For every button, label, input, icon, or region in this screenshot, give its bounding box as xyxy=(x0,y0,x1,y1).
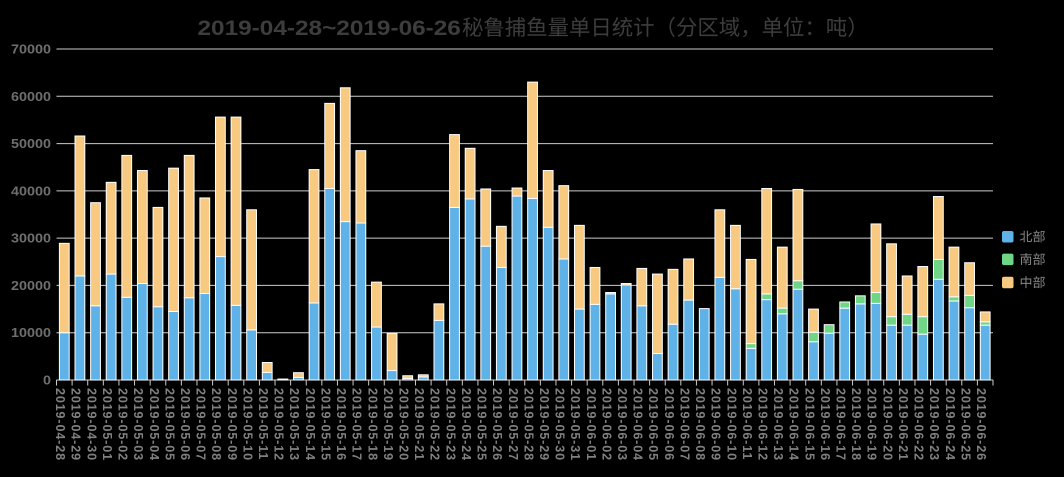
svg-text:2019-05-10: 2019-05-10 xyxy=(240,388,254,461)
svg-text:2019-06-20: 2019-06-20 xyxy=(880,388,894,461)
svg-text:2019-05-18: 2019-05-18 xyxy=(365,388,379,461)
svg-text:2019-05-04: 2019-05-04 xyxy=(147,388,161,461)
svg-text:2019-05-23: 2019-05-23 xyxy=(443,388,457,461)
svg-text:2019-05-24: 2019-05-24 xyxy=(459,388,473,461)
svg-text:2019-06-06: 2019-06-06 xyxy=(662,388,676,461)
svg-text:60000: 60000 xyxy=(11,90,51,104)
svg-text:2019-06-12: 2019-06-12 xyxy=(755,388,769,461)
svg-text:10000: 10000 xyxy=(11,326,51,340)
svg-text:2019-05-21: 2019-05-21 xyxy=(412,388,426,461)
svg-text:2019-05-09: 2019-05-09 xyxy=(225,388,239,461)
svg-text:2019-05-11: 2019-05-11 xyxy=(256,388,270,460)
svg-text:2019-05-06: 2019-05-06 xyxy=(178,388,192,461)
svg-text:2019-05-12: 2019-05-12 xyxy=(272,388,286,461)
svg-text:2019-05-02: 2019-05-02 xyxy=(116,388,130,461)
svg-text:2019-06-05: 2019-06-05 xyxy=(646,388,660,461)
svg-text:2019-05-16: 2019-05-16 xyxy=(334,388,348,461)
svg-text:2019-06-21: 2019-06-21 xyxy=(896,388,910,461)
svg-text:2019-05-14: 2019-05-14 xyxy=(303,388,317,461)
svg-text:2019-06-10: 2019-06-10 xyxy=(724,388,738,461)
svg-text:2019-06-09: 2019-06-09 xyxy=(709,388,723,461)
svg-text:2019-06-15: 2019-06-15 xyxy=(802,388,816,461)
svg-text:0: 0 xyxy=(43,373,51,387)
svg-text:2019-06-03: 2019-06-03 xyxy=(615,388,629,461)
svg-text:2019-04-29: 2019-04-29 xyxy=(69,388,83,461)
svg-text:2019-06-13: 2019-06-13 xyxy=(771,388,785,461)
svg-text:2019-05-13: 2019-05-13 xyxy=(287,388,301,461)
svg-text:2019-05-28: 2019-05-28 xyxy=(521,388,535,461)
svg-text:2019-06-25: 2019-06-25 xyxy=(958,388,972,461)
svg-text:2019-06-23: 2019-06-23 xyxy=(927,388,941,461)
svg-text:2019-04-28: 2019-04-28 xyxy=(53,388,67,461)
svg-text:2019-06-17: 2019-06-17 xyxy=(834,388,848,461)
svg-text:2019-06-04: 2019-06-04 xyxy=(631,388,645,461)
svg-text:2019-06-22: 2019-06-22 xyxy=(912,388,926,461)
svg-text:2019-05-08: 2019-05-08 xyxy=(209,388,223,461)
svg-text:2019-05-26: 2019-05-26 xyxy=(490,388,504,461)
svg-text:30000: 30000 xyxy=(11,231,51,245)
svg-text:2019-05-31: 2019-05-31 xyxy=(568,388,582,461)
svg-text:2019-04-28~2019-06-26: 2019-04-28~2019-06-26 xyxy=(198,16,461,40)
svg-text:2019-06-01: 2019-06-01 xyxy=(584,388,598,461)
svg-text:2019-05-25: 2019-05-25 xyxy=(475,388,489,461)
svg-text:2019-05-07: 2019-05-07 xyxy=(194,388,208,461)
svg-text:2019-06-18: 2019-06-18 xyxy=(849,388,863,461)
svg-text:2019-05-19: 2019-05-19 xyxy=(381,388,395,461)
svg-text:2019-05-01: 2019-05-01 xyxy=(100,388,114,461)
svg-text:2019-06-11: 2019-06-11 xyxy=(740,388,754,460)
svg-text:70000: 70000 xyxy=(11,42,51,56)
svg-text:2019-06-19: 2019-06-19 xyxy=(865,388,879,461)
svg-text:2019-06-26: 2019-06-26 xyxy=(974,388,988,461)
svg-text:2019-06-07: 2019-06-07 xyxy=(677,388,691,461)
svg-text:2019-05-20: 2019-05-20 xyxy=(396,388,410,461)
svg-text:2019-06-08: 2019-06-08 xyxy=(693,388,707,461)
svg-text:2019-05-03: 2019-05-03 xyxy=(131,388,145,461)
svg-text:2019-06-24: 2019-06-24 xyxy=(943,388,957,461)
svg-text:2019-06-16: 2019-06-16 xyxy=(818,388,832,461)
svg-text:2019-05-30: 2019-05-30 xyxy=(553,388,567,461)
svg-text:50000: 50000 xyxy=(11,137,51,151)
svg-text:2019-06-02: 2019-06-02 xyxy=(599,388,613,461)
svg-text:2019-04-30: 2019-04-30 xyxy=(84,388,98,461)
svg-text:2019-06-14: 2019-06-14 xyxy=(787,388,801,461)
svg-text:2019-05-17: 2019-05-17 xyxy=(350,388,364,461)
svg-text:20000: 20000 xyxy=(11,279,51,293)
svg-text:40000: 40000 xyxy=(11,184,51,198)
svg-text:2019-05-05: 2019-05-05 xyxy=(162,388,176,461)
svg-text:2019-05-27: 2019-05-27 xyxy=(506,388,520,461)
svg-text:2019-05-22: 2019-05-22 xyxy=(428,388,442,461)
svg-text:2019-05-15: 2019-05-15 xyxy=(318,388,332,461)
svg-text:2019-05-29: 2019-05-29 xyxy=(537,388,551,461)
